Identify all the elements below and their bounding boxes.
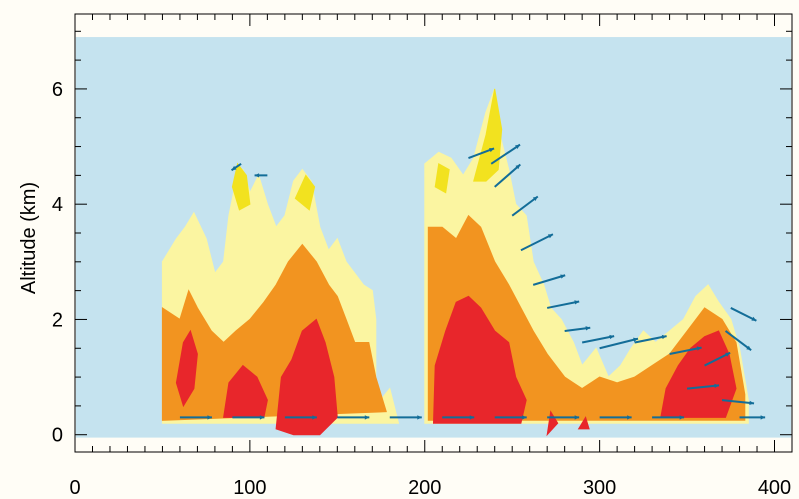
contour-region-level_4-2 <box>275 318 338 436</box>
wind-vector-10 <box>581 334 615 344</box>
wind-vector-25 <box>442 415 475 420</box>
contour-region-level_4-0 <box>175 329 198 408</box>
wind-vector-16 <box>730 307 757 322</box>
x-tick-label-200: 200 <box>408 477 441 499</box>
y-tick-label-2: 2 <box>52 309 63 331</box>
wind-vector-11 <box>599 337 639 350</box>
axes: 0 100 200 300 400 0 2 4 6 <box>52 13 793 499</box>
wind-vector-1 <box>254 173 268 178</box>
plot-area <box>75 37 792 438</box>
wind-vector-21 <box>232 415 265 420</box>
wind-vector-22 <box>284 415 317 420</box>
wind-vector-23 <box>337 415 370 420</box>
x-tick-label-400: 400 <box>758 477 791 499</box>
contour-region-level_2-3 <box>473 88 503 182</box>
y-tick-label-4: 4 <box>52 194 63 216</box>
wind-vector-17 <box>686 383 720 390</box>
wind-vector-28 <box>599 415 632 420</box>
wind-vector-14 <box>704 351 731 367</box>
wind-vector-2 <box>468 147 495 160</box>
wind-vector-27 <box>547 415 580 420</box>
wind-vector-9 <box>564 326 591 332</box>
wind-vector-24 <box>389 415 422 420</box>
wind-vector-29 <box>652 415 685 420</box>
contour-region-level_4-6 <box>577 416 590 430</box>
wind-vector-8 <box>546 300 580 309</box>
x-tick-label-300: 300 <box>583 477 616 499</box>
wind-vector-12 <box>634 334 667 344</box>
wind-vector-3 <box>490 143 521 165</box>
x-tick-label-0: 0 <box>69 477 80 499</box>
contour-region-level_4-4 <box>660 330 737 418</box>
wind-vector-18 <box>721 399 755 406</box>
y-tick-label-6: 6 <box>52 79 63 101</box>
wind-vector-5 <box>511 195 539 217</box>
wind-vector-13 <box>669 346 702 356</box>
wind-vector-6 <box>520 233 554 252</box>
wind-vector-layer <box>179 143 766 420</box>
wind-vector-15 <box>724 330 752 351</box>
wind-vector-4 <box>494 163 521 188</box>
contour-region-level_2-2 <box>434 163 450 194</box>
wind-vector-20 <box>179 415 212 420</box>
contour-region-level_2-1 <box>294 174 316 211</box>
y-axis-title: Altitude (km) <box>18 182 40 294</box>
wind-vector-0 <box>230 163 242 172</box>
wind-vector-7 <box>532 274 566 286</box>
contour-region-level_4-3 <box>432 295 527 424</box>
y-tick-label-0: 0 <box>52 425 63 447</box>
wind-vector-26 <box>494 415 527 420</box>
x-tick-label-100: 100 <box>233 477 266 499</box>
wind-vector-19 <box>739 415 766 420</box>
